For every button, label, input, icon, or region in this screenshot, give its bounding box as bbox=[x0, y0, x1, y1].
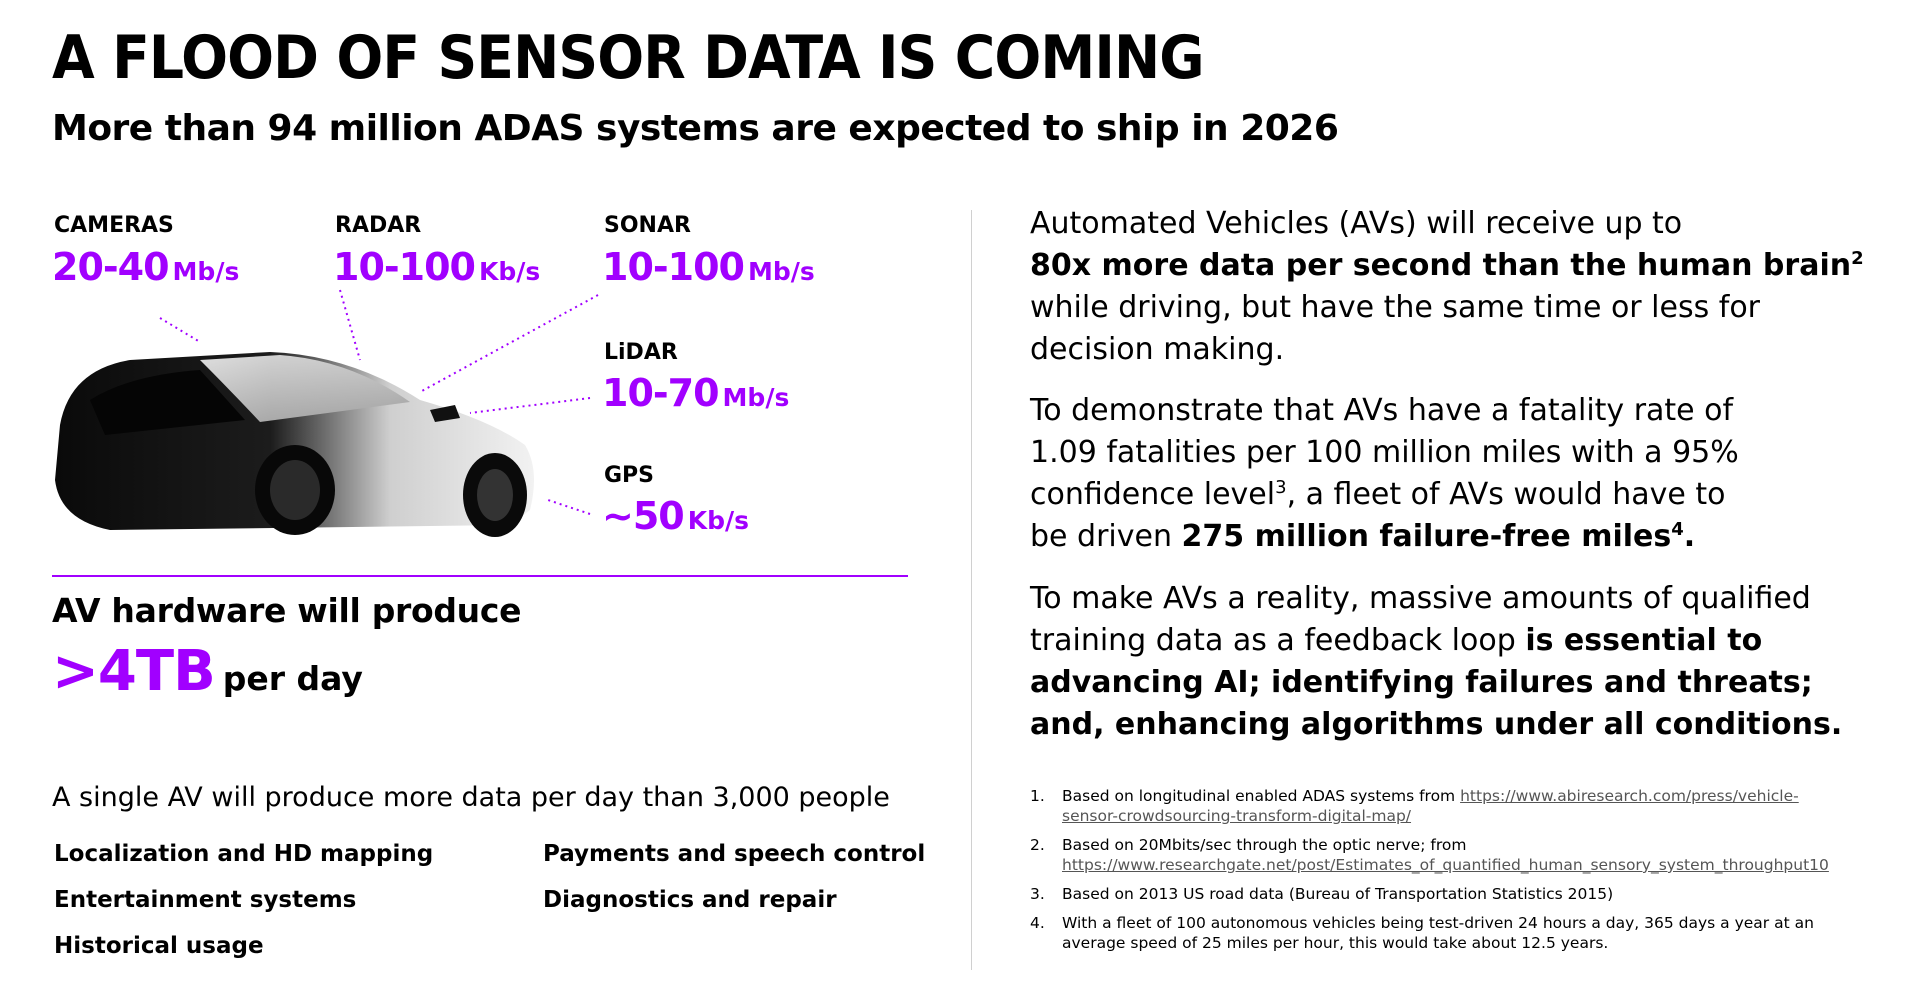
cameras-leader-line bbox=[159, 317, 201, 343]
sensor-leader-lines bbox=[159, 289, 599, 515]
use-historical: Historical usage bbox=[54, 933, 264, 959]
paragraph-fatality-rate: To demonstrate that AVs have a fatality … bbox=[1030, 390, 1760, 558]
hardware-output: >4TB per day bbox=[52, 644, 363, 700]
hardware-value: >4TB bbox=[52, 639, 216, 704]
sonar-unit: Mb/s bbox=[747, 257, 815, 286]
footnote-number: 3. bbox=[1030, 885, 1045, 903]
footnote-3: 3. Based on 2013 US road data (Bureau of … bbox=[1030, 884, 1850, 904]
page-title: A FLOOD OF SENSOR DATA IS COMING bbox=[52, 23, 1205, 93]
radar-unit: Kb/s bbox=[478, 257, 541, 286]
cameras-rate: 20-40 Mb/s bbox=[52, 248, 239, 286]
page-subtitle: More than 94 million ADAS systems are ex… bbox=[52, 108, 1339, 149]
footnote-text: Based on 2013 US road data (Bureau of Tr… bbox=[1062, 885, 1614, 903]
paragraph3-highlight: is essential to advancing AI; identifyin… bbox=[1030, 623, 1843, 742]
use-entertainment: Entertainment systems bbox=[54, 887, 357, 913]
gps-leader-line bbox=[547, 499, 591, 515]
use-diagnostics: Diagnostics and repair bbox=[543, 887, 837, 913]
gps-label: GPS bbox=[604, 463, 655, 488]
footnote-ref-2: 2 bbox=[1851, 248, 1864, 269]
footnote-ref-4: 4 bbox=[1671, 519, 1684, 540]
lidar-leader-line bbox=[469, 397, 591, 414]
paragraph3-text: To make AVs a reality, massive amounts o… bbox=[1030, 581, 1811, 658]
footnote-4: 4. With a fleet of 100 autonomous vehicle… bbox=[1030, 913, 1850, 953]
paragraph1-intro: Automated Vehicles (AVs) will receive up… bbox=[1030, 206, 1683, 241]
footnote-number: 1. bbox=[1030, 787, 1045, 805]
use-localization: Localization and HD mapping bbox=[54, 841, 434, 867]
paragraph2-end: . bbox=[1683, 519, 1696, 554]
gps-rate: ~50 Kb/s bbox=[602, 497, 749, 535]
gps-value: ~50 bbox=[602, 494, 685, 538]
footnote-number: 2. bbox=[1030, 836, 1045, 854]
footnote-2: 2. Based on 20Mbits/sec through the optic… bbox=[1030, 835, 1850, 875]
cameras-unit: Mb/s bbox=[172, 257, 240, 286]
paragraph-training-data: To make AVs a reality, massive amounts o… bbox=[1030, 578, 1870, 746]
use-payments: Payments and speech control bbox=[543, 841, 926, 867]
lidar-rate: 10-70 Mb/s bbox=[602, 374, 789, 412]
comparison-text: A single AV will produce more data per d… bbox=[52, 782, 890, 813]
hardware-label: AV hardware will produce bbox=[52, 591, 522, 630]
footnote-ref-3: 3 bbox=[1275, 477, 1287, 498]
footnote-text: Based on 20Mbits/sec through the optic n… bbox=[1062, 836, 1467, 854]
cameras-value: 20-40 bbox=[52, 245, 170, 289]
paragraph2-highlight: 275 million failure-free miles bbox=[1181, 519, 1672, 554]
footnote-link[interactable]: https://www.abiresearch.com/press/vehicl… bbox=[1062, 787, 1799, 825]
column-divider bbox=[971, 210, 972, 970]
sonar-leader-line bbox=[419, 294, 599, 393]
footnote-link[interactable]: https://www.researchgate.net/post/Estima… bbox=[1062, 856, 1829, 874]
paragraph1-rest: while driving, but have the same time or… bbox=[1030, 290, 1761, 367]
gps-unit: Kb/s bbox=[687, 506, 750, 535]
accent-divider bbox=[52, 575, 908, 577]
radar-value: 10-100 bbox=[333, 245, 476, 289]
footnote-text: Based on longitudinal enabled ADAS syste… bbox=[1062, 787, 1461, 805]
radar-label: RADAR bbox=[335, 213, 422, 238]
hardware-suffix: per day bbox=[222, 659, 363, 698]
footnotes-list: 1. Based on longitudinal enabled ADAS sys… bbox=[1030, 786, 1850, 962]
lidar-value: 10-70 bbox=[602, 371, 720, 415]
footnote-1: 1. Based on longitudinal enabled ADAS sys… bbox=[1030, 786, 1850, 826]
lidar-unit: Mb/s bbox=[722, 383, 790, 412]
paragraph-brain-comparison: Automated Vehicles (AVs) will receive up… bbox=[1030, 203, 1870, 371]
paragraph2-text2: , a fleet of AVs would have to be driven bbox=[1030, 477, 1726, 554]
radar-rate: 10-100 Kb/s bbox=[333, 248, 540, 286]
cameras-label: CAMERAS bbox=[54, 213, 174, 238]
lidar-label: LiDAR bbox=[604, 340, 678, 365]
sonar-rate: 10-100 Mb/s bbox=[602, 248, 815, 286]
radar-leader-line bbox=[339, 289, 361, 361]
paragraph2-text: To demonstrate that AVs have a fatality … bbox=[1030, 393, 1739, 512]
car-silhouette-image bbox=[55, 352, 534, 537]
footnote-number: 4. bbox=[1030, 914, 1045, 932]
footnote-text: With a fleet of 100 autonomous vehicles … bbox=[1062, 914, 1814, 952]
sonar-label: SONAR bbox=[604, 213, 691, 238]
sonar-value: 10-100 bbox=[602, 245, 745, 289]
paragraph1-highlight: 80x more data per second than the human … bbox=[1030, 248, 1852, 283]
